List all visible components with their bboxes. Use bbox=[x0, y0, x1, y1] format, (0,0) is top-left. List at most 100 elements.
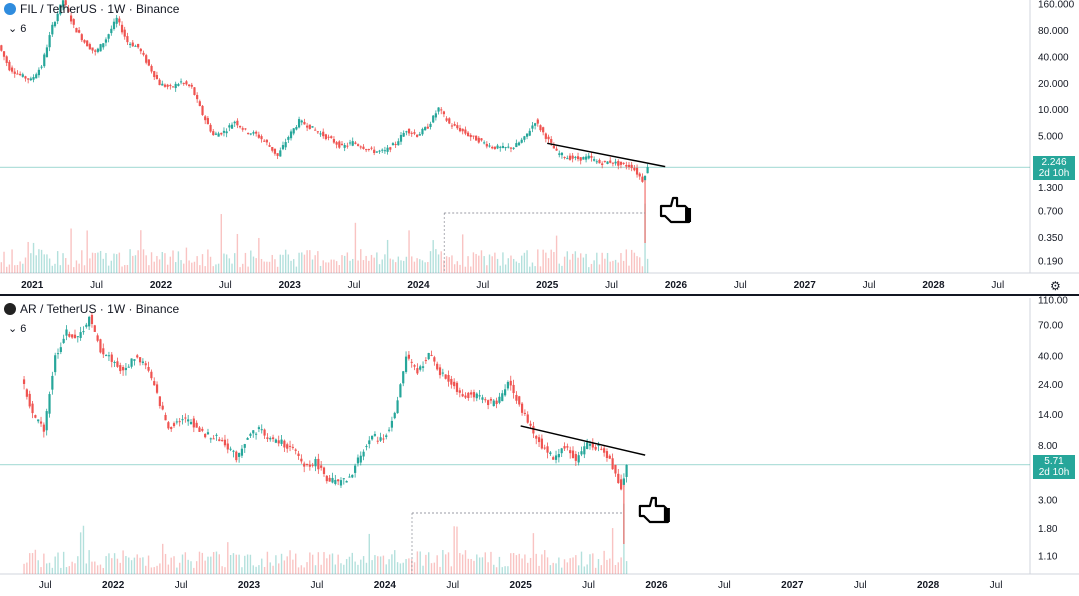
volume-bar bbox=[99, 564, 102, 574]
candle bbox=[102, 43, 105, 50]
candle bbox=[10, 65, 14, 74]
candle bbox=[348, 473, 351, 478]
candle bbox=[185, 80, 188, 86]
candle bbox=[8, 59, 11, 72]
candle bbox=[495, 397, 498, 409]
candle bbox=[330, 135, 333, 139]
candle bbox=[212, 129, 215, 136]
candle bbox=[534, 122, 537, 130]
volume-bar bbox=[102, 567, 104, 574]
volume-bar bbox=[606, 252, 609, 273]
volume-bar bbox=[314, 565, 317, 574]
candle bbox=[300, 454, 303, 464]
candle bbox=[324, 133, 327, 141]
candle bbox=[102, 343, 105, 359]
candle bbox=[139, 47, 142, 55]
volume-bar bbox=[75, 260, 78, 273]
candle bbox=[453, 121, 456, 127]
candle bbox=[86, 39, 89, 47]
volume-bar bbox=[588, 267, 590, 273]
candle bbox=[190, 82, 193, 89]
candle bbox=[470, 389, 473, 398]
candle bbox=[21, 72, 24, 78]
volume-bar bbox=[57, 552, 59, 574]
volume-bar bbox=[541, 554, 543, 574]
volume-bar bbox=[185, 247, 188, 273]
candle bbox=[54, 352, 57, 376]
volume-bar bbox=[290, 260, 292, 273]
volume-bar bbox=[448, 257, 450, 273]
volume-bar bbox=[614, 565, 617, 574]
volume-bar bbox=[164, 553, 167, 574]
candle bbox=[558, 150, 561, 158]
volume-bar bbox=[504, 264, 507, 273]
candle bbox=[136, 353, 139, 359]
volume-bar bbox=[295, 553, 297, 574]
candle bbox=[472, 135, 475, 140]
candle bbox=[450, 375, 453, 389]
volume-bar bbox=[524, 554, 526, 574]
volume-bar bbox=[174, 262, 177, 273]
volume-bar bbox=[261, 558, 263, 574]
volume-bar bbox=[263, 261, 265, 273]
volume-bar bbox=[625, 561, 628, 574]
volume-bar bbox=[447, 552, 450, 574]
volume-bar bbox=[255, 566, 257, 574]
volume-bar bbox=[545, 252, 547, 273]
candle bbox=[577, 451, 580, 466]
volume-bar bbox=[555, 563, 557, 574]
trendline[interactable] bbox=[547, 142, 666, 168]
settings-gear-icon[interactable]: ⚙ bbox=[1050, 279, 1061, 293]
trendline[interactable] bbox=[520, 425, 646, 456]
volume-bar bbox=[521, 255, 523, 273]
volume-bar bbox=[360, 249, 362, 273]
volume-bar bbox=[46, 254, 48, 273]
x-tick-label: 2023 bbox=[238, 580, 261, 591]
candle bbox=[491, 145, 494, 150]
volume-bar bbox=[405, 559, 407, 574]
volume-bar bbox=[496, 258, 499, 273]
volume-bar bbox=[223, 253, 225, 273]
candle bbox=[16, 70, 19, 75]
candle bbox=[40, 65, 43, 70]
volume-bar bbox=[322, 260, 324, 273]
volume-bar bbox=[89, 258, 91, 273]
volume-bar bbox=[212, 552, 215, 574]
fil-chart-pane[interactable]: 160.00080.00040.00020.00010.0005.0002.50… bbox=[0, 0, 1079, 291]
candle bbox=[507, 143, 510, 149]
candle bbox=[265, 139, 268, 146]
ar-chart-pane[interactable]: 110.0070.0040.0024.0014.008.005.003.001.… bbox=[0, 295, 1079, 591]
candle bbox=[625, 464, 628, 483]
volume-bar bbox=[444, 554, 447, 574]
candle bbox=[29, 76, 32, 82]
candle bbox=[249, 432, 252, 439]
candle bbox=[126, 32, 129, 46]
candle bbox=[314, 456, 317, 472]
volume-bar bbox=[99, 250, 102, 273]
volume-bar bbox=[491, 256, 493, 273]
volume-bar bbox=[580, 551, 583, 574]
volume-bar bbox=[343, 564, 345, 574]
volume-bar bbox=[252, 256, 255, 273]
candle bbox=[552, 455, 555, 460]
volume-bar bbox=[518, 262, 520, 273]
volume-bar bbox=[419, 259, 421, 273]
volume-bar bbox=[311, 259, 314, 273]
volume-bar bbox=[553, 252, 555, 273]
volume-bar bbox=[68, 566, 71, 574]
candle bbox=[147, 361, 150, 373]
candle bbox=[88, 315, 91, 330]
candle bbox=[72, 18, 75, 29]
volume-bar bbox=[498, 556, 501, 574]
candle bbox=[525, 133, 529, 140]
candle bbox=[434, 110, 437, 121]
candle bbox=[51, 22, 54, 37]
volume-bar bbox=[73, 267, 75, 273]
candle bbox=[453, 378, 456, 390]
volume-bar bbox=[523, 252, 526, 273]
candle bbox=[257, 425, 261, 433]
ar-indicators-toggle[interactable]: ⌄ 6 bbox=[8, 322, 26, 336]
candle bbox=[424, 126, 427, 131]
fil-indicators-toggle[interactable]: ⌄ 6 bbox=[8, 22, 26, 36]
candle bbox=[421, 361, 425, 372]
